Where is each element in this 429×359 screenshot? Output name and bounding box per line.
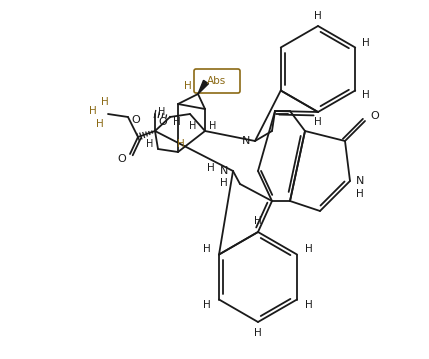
Text: N: N xyxy=(356,176,364,186)
Text: H: H xyxy=(254,328,262,338)
Text: H: H xyxy=(146,139,154,149)
Text: N: N xyxy=(220,166,228,176)
Text: H: H xyxy=(363,90,370,101)
Text: H: H xyxy=(158,107,166,117)
Text: O: O xyxy=(371,111,379,121)
Polygon shape xyxy=(198,80,208,94)
Text: H: H xyxy=(96,119,104,129)
Text: O: O xyxy=(132,115,140,125)
Text: O: O xyxy=(118,154,127,164)
Text: N: N xyxy=(242,136,250,146)
Text: H: H xyxy=(314,117,322,127)
Text: H: H xyxy=(356,189,364,199)
Text: Abs: Abs xyxy=(207,76,227,86)
Text: H: H xyxy=(177,139,185,149)
Text: H: H xyxy=(254,216,262,226)
Text: H: H xyxy=(363,37,370,47)
FancyBboxPatch shape xyxy=(194,69,240,93)
Text: H: H xyxy=(101,97,109,107)
Text: H: H xyxy=(184,81,192,91)
Text: O: O xyxy=(159,117,167,127)
Text: H: H xyxy=(209,121,217,131)
Text: H: H xyxy=(173,117,181,127)
Text: H: H xyxy=(305,244,313,255)
Text: H: H xyxy=(207,163,215,173)
Text: H: H xyxy=(89,106,97,116)
Text: H: H xyxy=(220,178,228,188)
Text: H: H xyxy=(203,299,211,309)
Text: H: H xyxy=(305,299,313,309)
Text: H: H xyxy=(189,121,196,131)
Text: H: H xyxy=(314,11,322,21)
Text: H: H xyxy=(203,244,211,255)
